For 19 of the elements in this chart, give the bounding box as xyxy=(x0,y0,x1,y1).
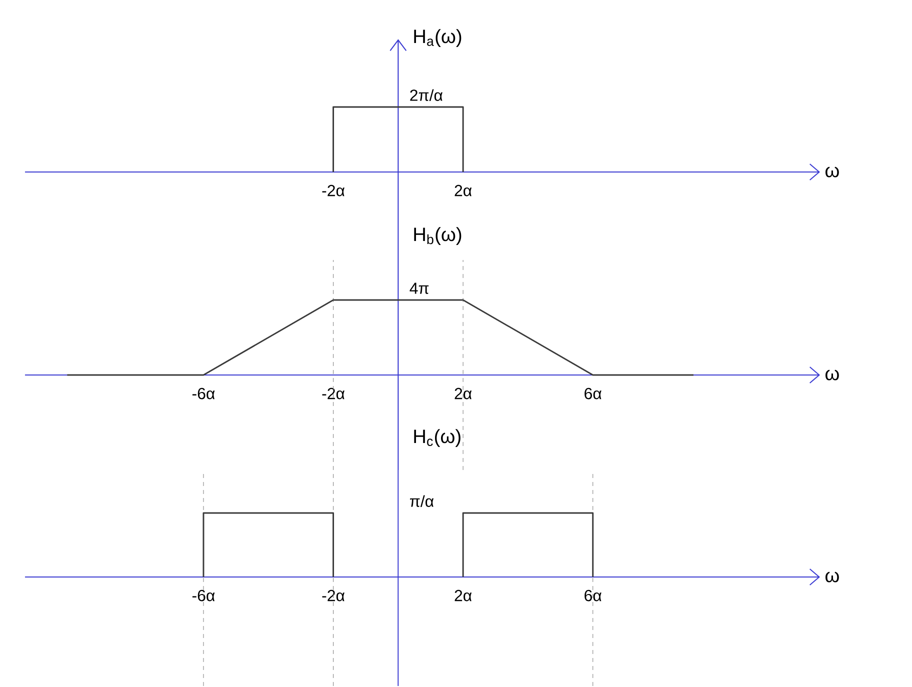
x-tick-label: -2α xyxy=(322,590,345,602)
x-tick-label: -6α xyxy=(192,590,215,602)
text: 2π/α xyxy=(410,89,443,102)
x-tick-label: 6α xyxy=(584,388,602,400)
x-tick-label: 2α xyxy=(454,388,472,400)
x-tick-label: 2α xyxy=(454,590,472,602)
x-tick-label: -2α xyxy=(322,388,345,400)
y-axis-title: H$_{a}$(ω) xyxy=(414,29,462,48)
y-axis-title: H$_{c}$(ω) xyxy=(414,429,460,448)
y-axis-title: H$_{b}$(ω) xyxy=(414,227,462,246)
text: 4π xyxy=(410,283,429,294)
x-tick-label: -2α xyxy=(322,185,345,196)
x-axis-title: ω xyxy=(825,572,839,583)
x-axis-title: ω xyxy=(825,166,839,178)
x-tick-label: -6α xyxy=(192,388,215,400)
x-axis-title: ω xyxy=(825,370,839,381)
x-tick-label: 2α xyxy=(454,185,472,196)
x-tick-label: 6α xyxy=(584,590,602,602)
text: π/α xyxy=(410,495,434,508)
